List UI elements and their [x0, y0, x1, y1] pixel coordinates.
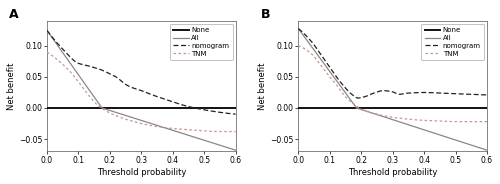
- Y-axis label: Net benefit: Net benefit: [7, 63, 16, 110]
- Legend: None, All, nomogram, TNM: None, All, nomogram, TNM: [170, 24, 233, 60]
- Legend: None, All, nomogram, TNM: None, All, nomogram, TNM: [421, 24, 484, 60]
- Y-axis label: Net benefit: Net benefit: [258, 63, 268, 110]
- Text: B: B: [260, 8, 270, 21]
- X-axis label: Threshold probability: Threshold probability: [348, 168, 438, 177]
- X-axis label: Threshold probability: Threshold probability: [96, 168, 186, 177]
- Text: A: A: [9, 8, 19, 21]
